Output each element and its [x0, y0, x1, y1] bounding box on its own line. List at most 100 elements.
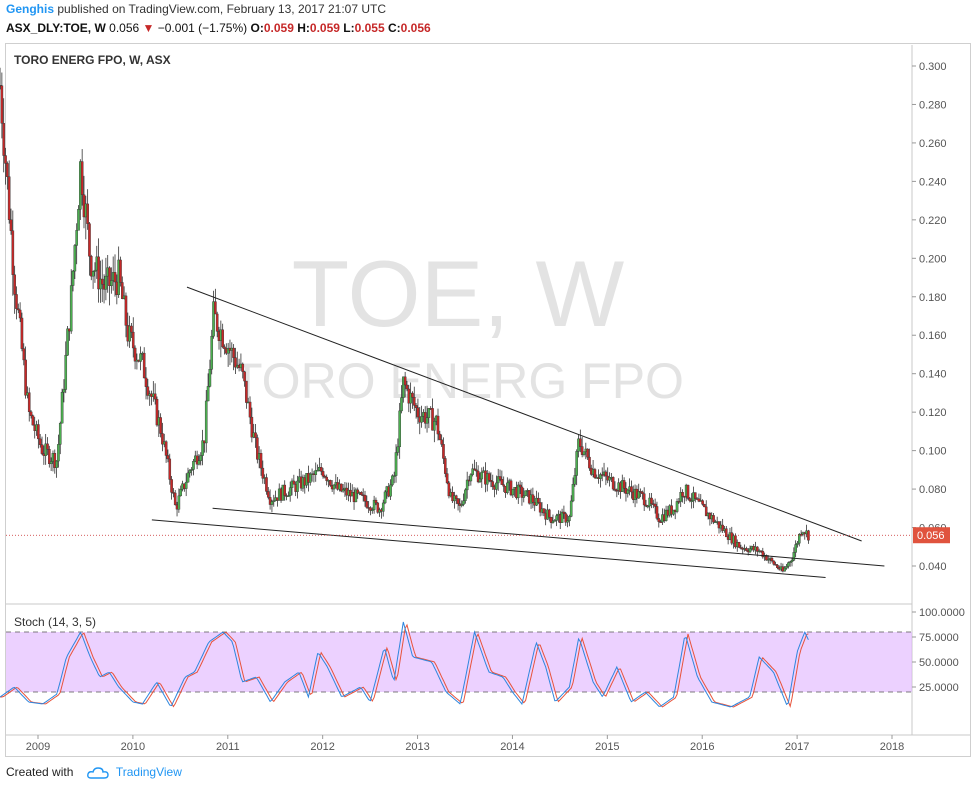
symbol-label: ASX_DLY:TOE, W	[6, 21, 106, 35]
candle-body	[447, 482, 451, 497]
candle-body	[265, 477, 268, 492]
candle-body	[582, 451, 586, 455]
last-price-label: 0.056	[917, 530, 945, 542]
symbol-quote-line: ASX_DLY:TOE, W 0.056 ▼ −0.001 (−1.75%) O…	[6, 21, 431, 35]
candle-body	[2, 123, 5, 156]
candle-body	[688, 498, 692, 501]
candle-body	[405, 384, 409, 390]
candle-body	[100, 278, 104, 285]
tradingview-link[interactable]: TradingView	[115, 765, 182, 779]
candle-body	[400, 397, 403, 412]
candle-body	[531, 494, 535, 503]
candle-body	[93, 269, 97, 272]
candle-body	[201, 440, 204, 456]
candle-body	[476, 470, 480, 483]
footer: Created with TradingView	[6, 765, 182, 779]
candle-body	[383, 491, 387, 504]
candle-body	[734, 535, 737, 548]
candle-body	[690, 500, 693, 502]
candle-body	[693, 492, 697, 499]
candle-body	[37, 424, 40, 440]
candle-body	[516, 484, 520, 499]
candle-body	[427, 408, 431, 418]
candle-body	[108, 267, 111, 287]
candle-body	[66, 328, 69, 356]
candle-body	[113, 272, 117, 283]
price-tick-label: 0.120	[919, 407, 947, 419]
candle-body	[91, 271, 95, 277]
candle-body	[599, 474, 602, 479]
candle-body	[683, 496, 686, 498]
open-value: 0.059	[263, 21, 294, 35]
candle-body	[637, 491, 641, 499]
candle-body	[287, 495, 290, 497]
candle-body	[600, 474, 604, 476]
price-tick-label: 0.080	[919, 484, 947, 496]
candle-body	[64, 354, 68, 390]
candle-body	[314, 470, 318, 475]
candle-body	[332, 484, 336, 490]
candle-body	[672, 509, 675, 515]
candle-body	[164, 441, 168, 456]
candle-body	[794, 544, 797, 553]
candle-body	[354, 489, 358, 503]
candle-body	[144, 377, 148, 387]
candle-body	[615, 490, 619, 492]
candle-body	[644, 504, 648, 507]
candle-body	[170, 479, 173, 493]
candle-body	[223, 346, 226, 350]
candle-body	[414, 405, 418, 408]
candle-body	[464, 489, 467, 501]
candle-body	[9, 219, 13, 231]
candle-body	[416, 407, 420, 418]
candle-body	[31, 415, 35, 426]
candle-body	[630, 486, 633, 493]
stoch-d-line	[0, 623, 809, 708]
chart-title: TORO ENERG FPO, W, ASX	[14, 53, 171, 67]
candle-body	[195, 455, 199, 465]
candle-body	[190, 469, 193, 471]
trendline-upper	[186, 286, 862, 542]
candle-body	[323, 476, 327, 478]
candle-body	[0, 85, 4, 124]
candle-body	[161, 433, 164, 445]
candle-body	[13, 274, 16, 295]
candle-body	[341, 489, 345, 492]
candle-body	[524, 490, 527, 497]
candle-body	[210, 335, 214, 370]
candle-body	[206, 386, 210, 402]
candle-body	[69, 285, 73, 332]
low-value: 0.055	[354, 21, 385, 35]
candle-body	[374, 499, 378, 504]
candle-body	[18, 309, 22, 319]
candle-body	[489, 480, 493, 482]
candle-body	[440, 439, 443, 445]
candle-body	[502, 484, 505, 487]
publisher-link[interactable]: Genghis	[6, 2, 55, 16]
candle-body	[509, 480, 513, 496]
candle-body	[765, 555, 768, 561]
candle-body	[119, 259, 122, 283]
candle-body	[703, 504, 706, 508]
candle-body	[538, 502, 542, 513]
candle-body	[511, 488, 515, 496]
candle-body	[259, 453, 263, 469]
candle-body	[650, 497, 653, 504]
candle-body	[288, 487, 292, 496]
time-tick-label: 2010	[121, 741, 145, 753]
candle-body	[568, 516, 571, 522]
candle-body	[653, 503, 657, 507]
candle-body	[613, 488, 617, 491]
candles	[0, 67, 810, 573]
candle-body	[478, 478, 482, 483]
candle-body	[214, 301, 217, 315]
candle-body	[166, 455, 170, 460]
low-label: L:	[343, 21, 355, 35]
candle-body	[756, 546, 759, 552]
candle-body	[460, 504, 464, 506]
time-tick-label: 2016	[690, 741, 714, 753]
candle-body	[788, 561, 792, 563]
candle-body	[11, 230, 15, 275]
candle-body	[159, 417, 162, 434]
